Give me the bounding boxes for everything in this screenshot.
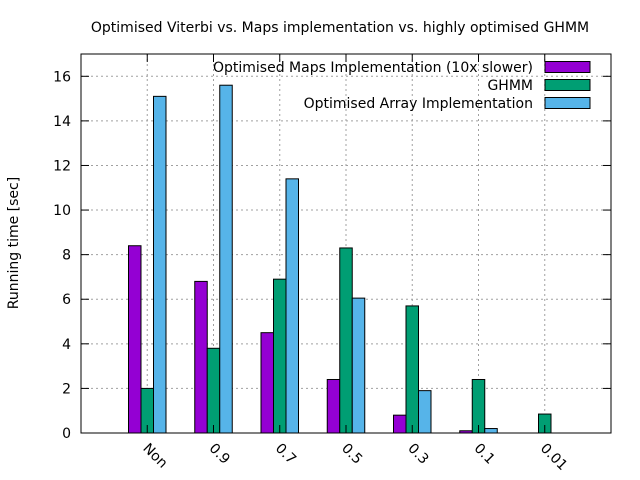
chart-title: Optimised Viterbi vs. Maps implementatio… [91, 20, 589, 36]
y-tick-label: 10 [53, 203, 71, 219]
y-tick-label: 12 [53, 158, 71, 174]
y-tick-label: 2 [62, 381, 71, 397]
bar-1-0_9 [194, 280, 208, 434]
y-tick-label: 4 [62, 337, 71, 353]
x-tick-label: 0.9 [206, 441, 233, 468]
bar-3-0_9 [219, 84, 233, 434]
legend-swatch [544, 97, 591, 109]
x-tick-label: 0.3 [404, 441, 431, 468]
bars [128, 84, 552, 434]
bar-3-0_7 [285, 178, 299, 434]
legend-swatch [544, 61, 591, 73]
legend-swatch [544, 79, 591, 91]
y-tick-label: 14 [53, 114, 71, 130]
y-axis-label: Running time [sec] [6, 177, 22, 309]
bar-3-Non [153, 95, 167, 434]
x-tick-label: 0.1 [471, 441, 498, 468]
bar-1-0_3 [393, 414, 407, 434]
bar-3-0_3 [418, 390, 432, 434]
bar-2-0_5 [339, 247, 353, 434]
legend-label: GHMM [487, 78, 533, 94]
x-tick-label: 0.5 [338, 441, 365, 468]
y-tick-label: 16 [53, 69, 71, 85]
legend-label: Optimised Maps Implementation (10x slowe… [213, 60, 533, 76]
bar-3-0_1 [484, 428, 498, 434]
bar-1-Non [128, 245, 142, 434]
legend: Optimised Maps Implementation (10x slowe… [213, 60, 591, 112]
x-tick-label: 0.01 [537, 441, 570, 474]
x-tick-label: 0.7 [272, 441, 299, 468]
bar-1-0_7 [260, 332, 274, 434]
legend-label: Optimised Array Implementation [304, 96, 533, 112]
y-tick-label: 8 [62, 248, 71, 264]
x-tick-label: Non [139, 441, 170, 472]
y-tick-label: 0 [62, 426, 71, 442]
bar-3-0_5 [351, 297, 366, 434]
bar-2-0_7 [273, 278, 287, 434]
bar-1-0_5 [326, 378, 341, 434]
y-tick-label: 6 [62, 292, 71, 308]
bar-2-0_9 [206, 347, 221, 434]
bar-2-0_1 [471, 378, 486, 434]
bar-2-0_3 [405, 305, 419, 434]
